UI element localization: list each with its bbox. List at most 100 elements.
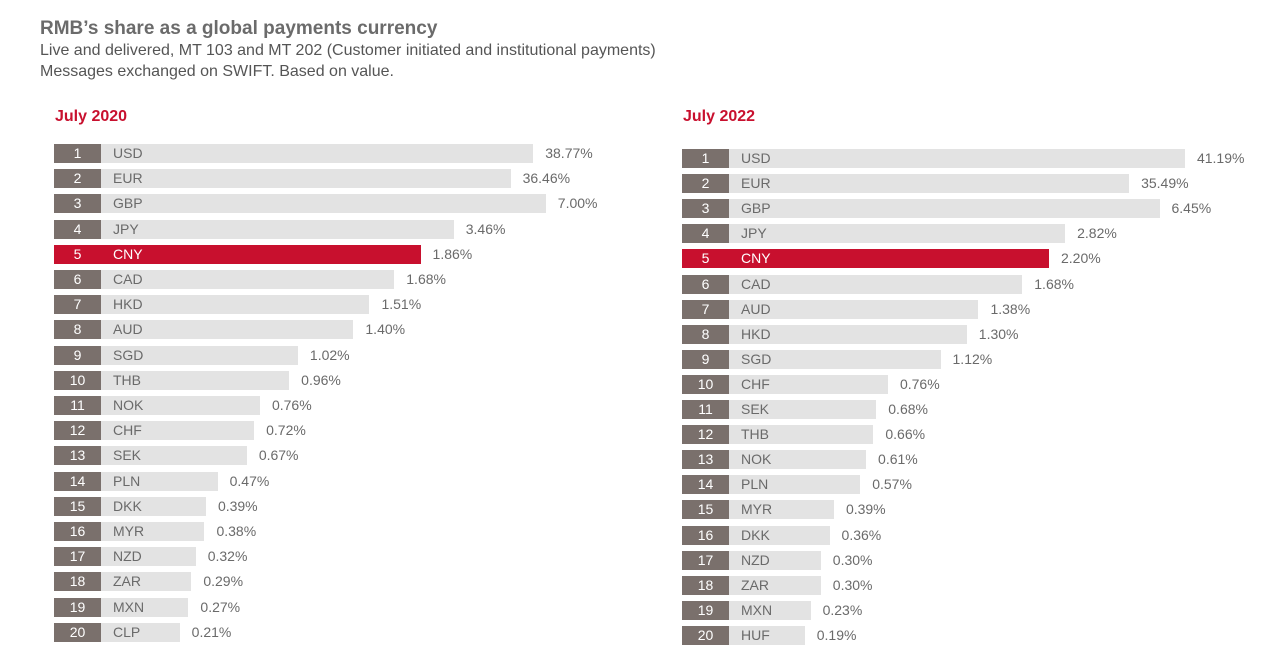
bar (729, 600, 811, 620)
currency-label: AUD (113, 321, 143, 338)
bar-row-sgd: 9 SGD 1.12% (682, 349, 1021, 369)
currency-label: MYR (113, 523, 145, 539)
rank-label: 9 (54, 345, 101, 365)
value-label: 1.68% (1034, 275, 1074, 292)
value-label: 41.19% (1196, 150, 1245, 166)
value-label: 1.68% (406, 271, 446, 287)
bar (101, 370, 290, 390)
bar (729, 349, 941, 369)
currency-label: CNY (113, 245, 143, 262)
bar-row-chf: 10 CHF 0.76% (682, 374, 968, 394)
rank-label: 20 (54, 622, 101, 642)
bar (101, 396, 260, 415)
currency-label: CAD (113, 271, 143, 287)
currency-label: DKK (741, 526, 770, 543)
panel-title: July 2022 (683, 108, 756, 125)
value-label: 0.61% (878, 451, 918, 468)
bar-row-eur: 2 EUR 35.49% (682, 174, 1209, 194)
bar-row-zar: 18 ZAR 0.30% (682, 575, 901, 595)
bar-row-thb: 10 THB 0.96% (54, 370, 369, 390)
bar-row-zar: 18 ZAR 0.29% (54, 572, 271, 592)
chart-subtitle-line-1: Live and delivered, MT 103 and MT 202 (C… (40, 42, 656, 59)
value-label: 0.19% (816, 626, 857, 643)
rank-label: 10 (54, 370, 101, 390)
value-label: 0.72% (266, 422, 306, 439)
rank-label: 12 (682, 425, 729, 445)
currency-label: GBP (741, 200, 771, 217)
bar-row-aud: 8 AUD 1.40% (54, 320, 433, 340)
value-label: 1.51% (381, 296, 422, 313)
rank-label: 19 (682, 600, 729, 620)
bar (729, 249, 1049, 269)
bar (729, 475, 861, 495)
currency-label: SEK (741, 401, 770, 417)
bar (729, 274, 1023, 294)
currency-label: NOK (741, 451, 772, 468)
currency-label: CAD (741, 275, 771, 292)
currency-label: JPY (113, 220, 139, 237)
currency-label: DKK (113, 497, 142, 514)
bar-row-nzd: 17 NZD 0.30% (682, 550, 901, 570)
bar (101, 622, 180, 642)
bar (101, 144, 534, 163)
chart-header: RMB’s share as a global payments currenc… (40, 18, 656, 82)
bar (101, 597, 189, 617)
bar (729, 224, 1066, 244)
bar-row-nzd: 17 NZD 0.32% (54, 547, 276, 567)
rank-label: 6 (54, 270, 101, 289)
bar (729, 149, 1185, 168)
bar-row-chf: 12 CHF 0.72% (54, 421, 334, 441)
value-label: 0.66% (885, 426, 926, 443)
value-label: 0.23% (822, 601, 863, 618)
value-label: 2.82% (1077, 225, 1117, 242)
value-label: 3.46% (465, 220, 506, 237)
bar (729, 550, 821, 570)
value-label: 0.30% (832, 551, 873, 568)
value-label: 0.76% (899, 375, 940, 392)
bar (101, 572, 192, 592)
value-label: 35.49% (1141, 175, 1189, 192)
rank-label: 13 (682, 450, 729, 470)
bar-row-dkk: 15 DKK 0.39% (54, 496, 286, 516)
rank-label: 8 (54, 320, 101, 340)
value-label: 0.47% (229, 472, 270, 489)
currency-label: THB (113, 371, 141, 388)
currency-label: PLN (741, 476, 769, 493)
bar (101, 496, 206, 516)
value-label: 38.77% (545, 145, 593, 161)
currency-label: USD (741, 150, 771, 166)
currency-label: CHF (113, 422, 142, 439)
rank-label: 18 (682, 575, 729, 595)
currency-label: USD (113, 145, 143, 161)
rank-label: 15 (682, 500, 729, 520)
value-label: 0.21% (191, 623, 232, 640)
rank-label: 17 (54, 547, 101, 567)
value-label: 1.86% (432, 245, 473, 262)
bar-row-aud: 7 AUD 1.38% (682, 299, 1058, 319)
currency-label: MYR (741, 501, 773, 518)
rank-label: 7 (54, 295, 101, 315)
bar-row-pln: 14 PLN 0.57% (682, 475, 940, 495)
value-label: 6.45% (1171, 200, 1212, 217)
value-label: 1.30% (978, 325, 1019, 342)
value-label: 0.30% (832, 576, 873, 593)
value-label: 1.02% (309, 346, 350, 363)
currency-label: MXN (741, 601, 773, 618)
bar (101, 169, 511, 189)
rank-label: 1 (682, 149, 729, 168)
bar-row-thb: 12 THB 0.66% (682, 425, 953, 445)
bar-row-eur: 2 EUR 36.46% (54, 169, 591, 189)
rank-label: 11 (54, 396, 101, 415)
bar (729, 450, 867, 470)
rank-label: 5 (54, 244, 101, 264)
bar-row-nok: 13 NOK 0.61% (682, 450, 946, 470)
bar-row-clp: 20 CLP 0.21% (54, 622, 260, 642)
rank-label: 20 (682, 625, 729, 645)
bar-row-hkd: 7 HKD 1.51% (54, 295, 449, 315)
rank-label: 1 (54, 144, 101, 163)
rank-label: 3 (682, 199, 729, 219)
currency-label: CNY (741, 250, 771, 267)
rank-label: 9 (682, 349, 729, 369)
bar-row-myr: 15 MYR 0.39% (682, 500, 914, 520)
bar (101, 270, 395, 289)
